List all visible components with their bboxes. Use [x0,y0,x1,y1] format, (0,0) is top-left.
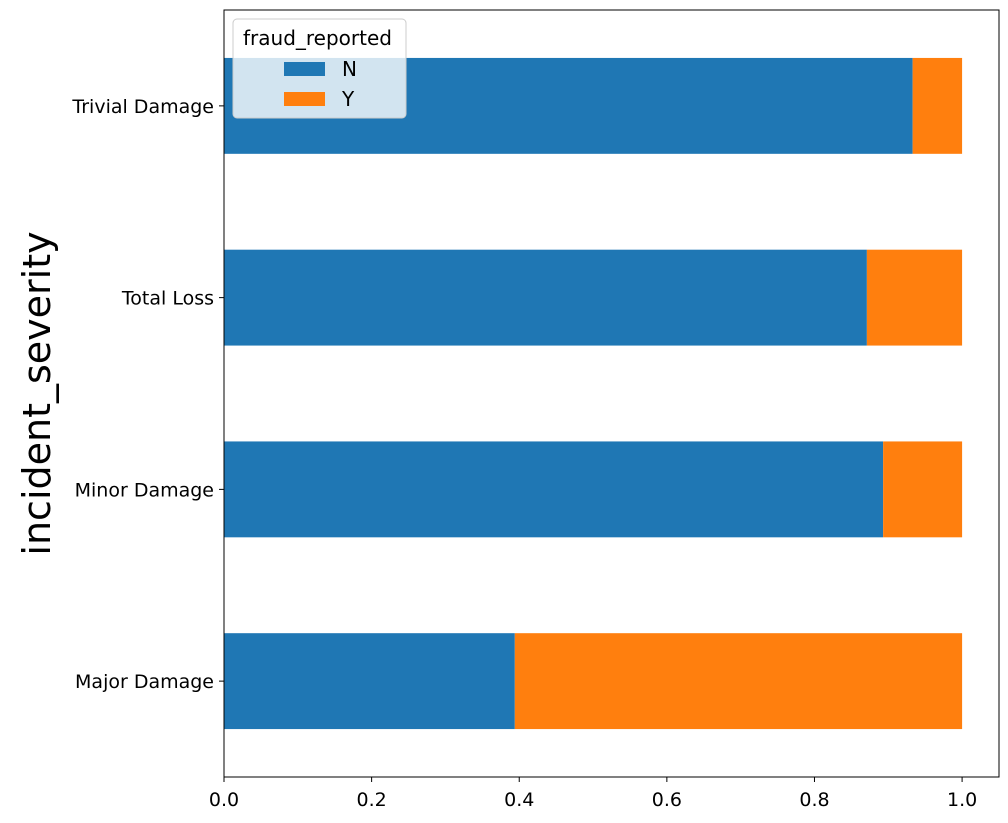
bar-total-loss-y [866,249,963,346]
x-tick-label: 1.0 [947,789,977,811]
legend: fraud_reported NY [232,18,407,119]
legend-label-y: Y [341,87,355,111]
bars-layer [224,57,963,730]
bar-major-damage-y [514,633,963,730]
y-tick-label: Major Damage [75,671,214,693]
bar-minor-damage-n [224,441,884,538]
x-tick-label: 0.2 [357,789,387,811]
legend-items: NY [284,57,357,111]
legend-label-n: N [342,57,357,81]
bar-major-damage-n [224,633,515,730]
x-tick-label: 0.8 [799,789,829,811]
x-tick-label: 0.6 [652,789,682,811]
plot-frame [223,9,1000,778]
y-tick-label: Minor Damage [75,479,214,501]
bar-trivial-damage-y [912,57,963,154]
x-tick-label: 0.4 [504,789,534,811]
legend-swatch-y [284,92,325,106]
bar-minor-damage-y [883,441,963,538]
y-axis-label: incident_severity [15,231,59,555]
ticks-layer: 0.0 0.2 0.4 0.6 0.8 1.0 Major Damage Minor Dama… [71,96,977,811]
bar-total-loss-n [224,249,867,346]
y-tick-label: Total Loss [121,288,214,310]
y-tick-label: Trivial Damage [71,96,214,118]
legend-title: fraud_reported [243,26,392,50]
x-tick-label: 0.0 [209,789,239,811]
legend-swatch-n [284,62,325,76]
